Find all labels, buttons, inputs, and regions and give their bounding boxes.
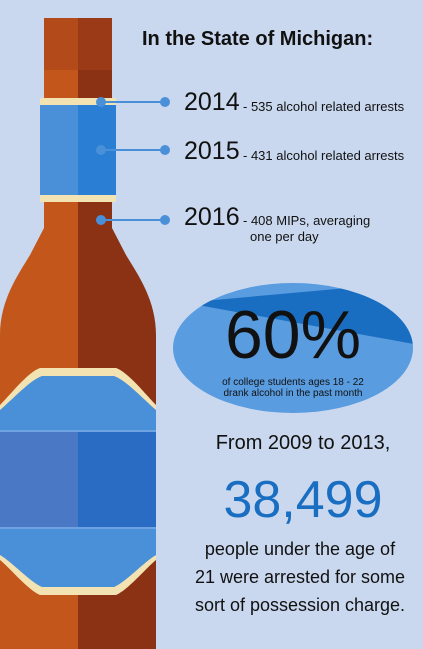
ellipse-dark-segment bbox=[192, 283, 413, 344]
connector-dot-2016-end bbox=[160, 215, 170, 225]
connector-dot-2016-start bbox=[96, 215, 106, 225]
arrests-closing: people under the age of 21 were arrested… bbox=[180, 535, 420, 619]
page-title: In the State of Michigan: bbox=[142, 28, 374, 50]
connector-line-2016 bbox=[100, 219, 166, 221]
arrests-closing-line2: 21 were arrested for some bbox=[194, 567, 406, 587]
stat-2016-desc-line1: - 408 MIPs, averaging bbox=[243, 213, 371, 228]
arrests-closing-line1: people under the age of bbox=[204, 539, 396, 559]
connector-line-2015 bbox=[100, 149, 166, 151]
stat-2016-desc-line2: one per day bbox=[250, 229, 319, 244]
connector-dot-2014-start bbox=[96, 97, 106, 107]
body-label-stripe-top bbox=[0, 430, 156, 432]
body-label-center-left bbox=[0, 432, 78, 527]
year-2016: 2016 bbox=[184, 203, 240, 231]
stat-2014-desc: - 535 alcohol related arrests bbox=[243, 99, 405, 114]
neck-band-bottom-cream bbox=[40, 195, 116, 202]
year-2014: 2014 bbox=[184, 88, 240, 116]
percent-caption-line1: of college students ages 18 - 22 bbox=[222, 377, 364, 388]
arrests-closing-line3: sort of possession charge. bbox=[194, 595, 406, 615]
body-label-stripe-bottom bbox=[0, 527, 156, 529]
arrests-intro: From 2009 to 2013, bbox=[215, 432, 391, 454]
neck-band-top-cream bbox=[40, 98, 116, 105]
beer-bottle-illustration bbox=[0, 18, 156, 649]
body-label-center-right bbox=[78, 432, 156, 527]
connector-dot-2015-end bbox=[160, 145, 170, 155]
arrests-number: 38,499 bbox=[223, 471, 383, 529]
connector-dot-2014-end bbox=[160, 97, 170, 107]
percent-ellipse bbox=[173, 283, 413, 413]
connector-line-2014 bbox=[100, 101, 166, 103]
stat-2015-desc: - 431 alcohol related arrests bbox=[243, 148, 405, 163]
percent-caption-line2: drank alcohol in the past month bbox=[223, 388, 363, 399]
year-2015: 2015 bbox=[184, 137, 240, 165]
percent-value: 60% bbox=[224, 297, 362, 373]
neck-label-left bbox=[40, 105, 78, 195]
percent-caption: of college students ages 18 - 22 drank a… bbox=[172, 377, 414, 399]
bottle-neck-top bbox=[44, 18, 112, 70]
connector-dot-2015-start bbox=[96, 145, 106, 155]
